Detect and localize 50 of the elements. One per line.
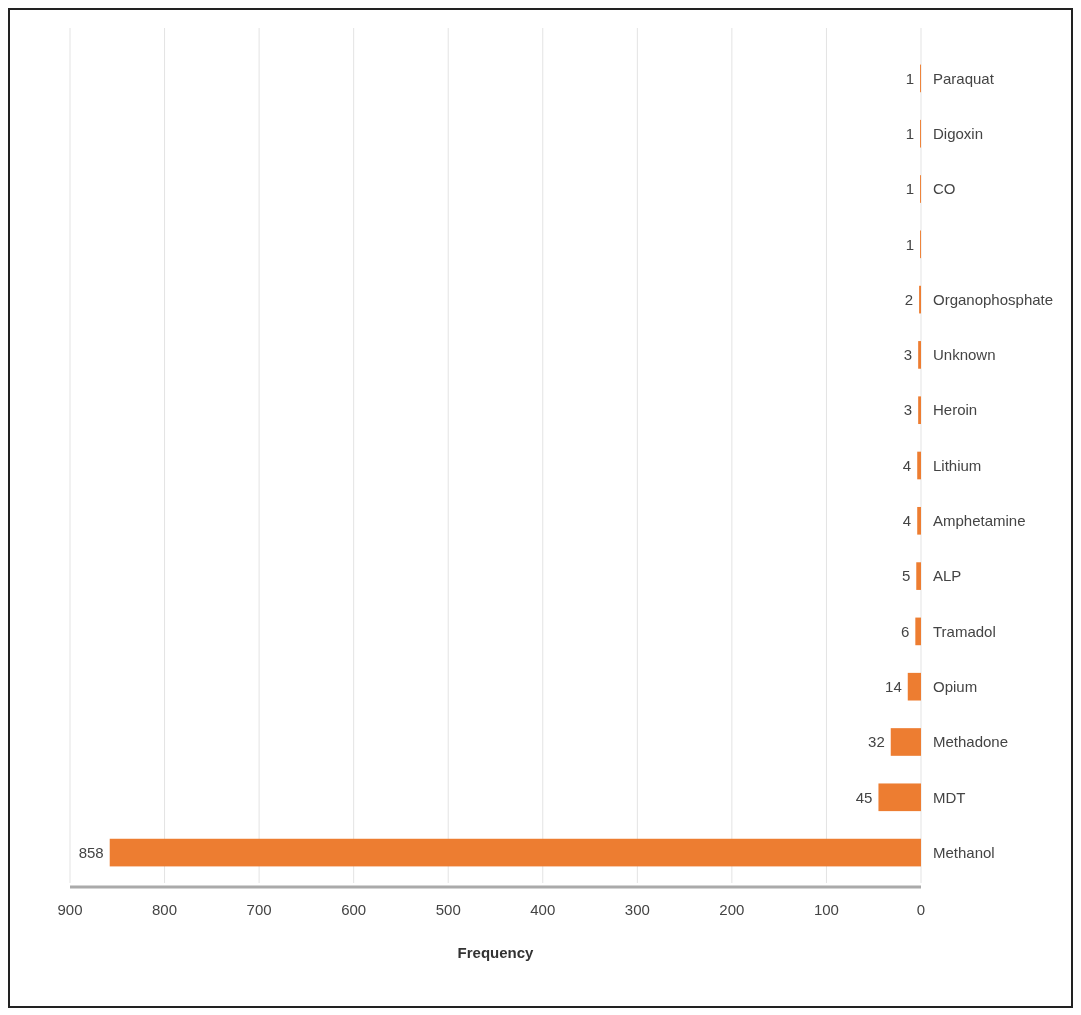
y-tick-label: Amphetamine bbox=[933, 512, 1026, 530]
data-label: 1 bbox=[905, 124, 915, 142]
bar bbox=[907, 672, 921, 701]
bar bbox=[917, 506, 921, 535]
data-label: 1 bbox=[905, 180, 915, 198]
y-tick-label: ALP bbox=[933, 567, 962, 585]
bar bbox=[878, 783, 921, 812]
data-label: 858 bbox=[78, 843, 104, 861]
y-tick-label: Paraquat bbox=[933, 69, 995, 87]
x-tick-label: 200 bbox=[719, 901, 745, 918]
data-label: 32 bbox=[868, 733, 885, 751]
data-label: 4 bbox=[902, 512, 912, 530]
y-tick-label: Tramadol bbox=[933, 622, 996, 640]
x-tick-label: 900 bbox=[57, 901, 83, 918]
y-tick-label: Methadone bbox=[933, 733, 1009, 751]
data-label: 1 bbox=[905, 69, 915, 87]
x-tick-label: 700 bbox=[246, 901, 272, 918]
data-label: 1 bbox=[905, 235, 915, 253]
y-tick-label: MDT bbox=[933, 788, 966, 806]
bar bbox=[915, 617, 921, 646]
bar bbox=[916, 562, 921, 590]
y-tick-label: Organophosphate bbox=[933, 290, 1054, 308]
x-tick-label: 400 bbox=[530, 901, 556, 918]
y-tick-label: Unknown bbox=[933, 346, 996, 364]
x-tick-label: 0 bbox=[916, 901, 926, 918]
bar bbox=[918, 341, 921, 369]
y-tick-label: Opium bbox=[933, 677, 978, 695]
y-tick-label: Heroin bbox=[933, 401, 978, 419]
data-label: 14 bbox=[885, 677, 902, 695]
x-axis-title: Frequency bbox=[457, 944, 535, 961]
data-label: 6 bbox=[900, 622, 910, 640]
x-tick-label: 500 bbox=[435, 901, 461, 918]
bar bbox=[109, 838, 921, 867]
bar bbox=[918, 396, 921, 425]
x-tick-label: 800 bbox=[152, 901, 178, 918]
data-label: 2 bbox=[904, 290, 914, 308]
x-tick-label: 600 bbox=[341, 901, 367, 918]
bar bbox=[917, 451, 921, 480]
y-tick-label: Lithium bbox=[933, 456, 982, 474]
data-label: 5 bbox=[901, 567, 911, 585]
y-tick-label: CO bbox=[933, 180, 956, 198]
data-label: 45 bbox=[855, 788, 873, 806]
bar bbox=[890, 728, 921, 756]
data-label: 3 bbox=[903, 346, 913, 364]
y-tick-label: Digoxin bbox=[933, 124, 984, 142]
x-tick-label: 300 bbox=[624, 901, 650, 918]
x-tick-label: 100 bbox=[813, 901, 839, 918]
y-tick-label: Methanol bbox=[933, 843, 995, 861]
data-label: 4 bbox=[902, 456, 912, 474]
data-label: 3 bbox=[903, 401, 913, 419]
